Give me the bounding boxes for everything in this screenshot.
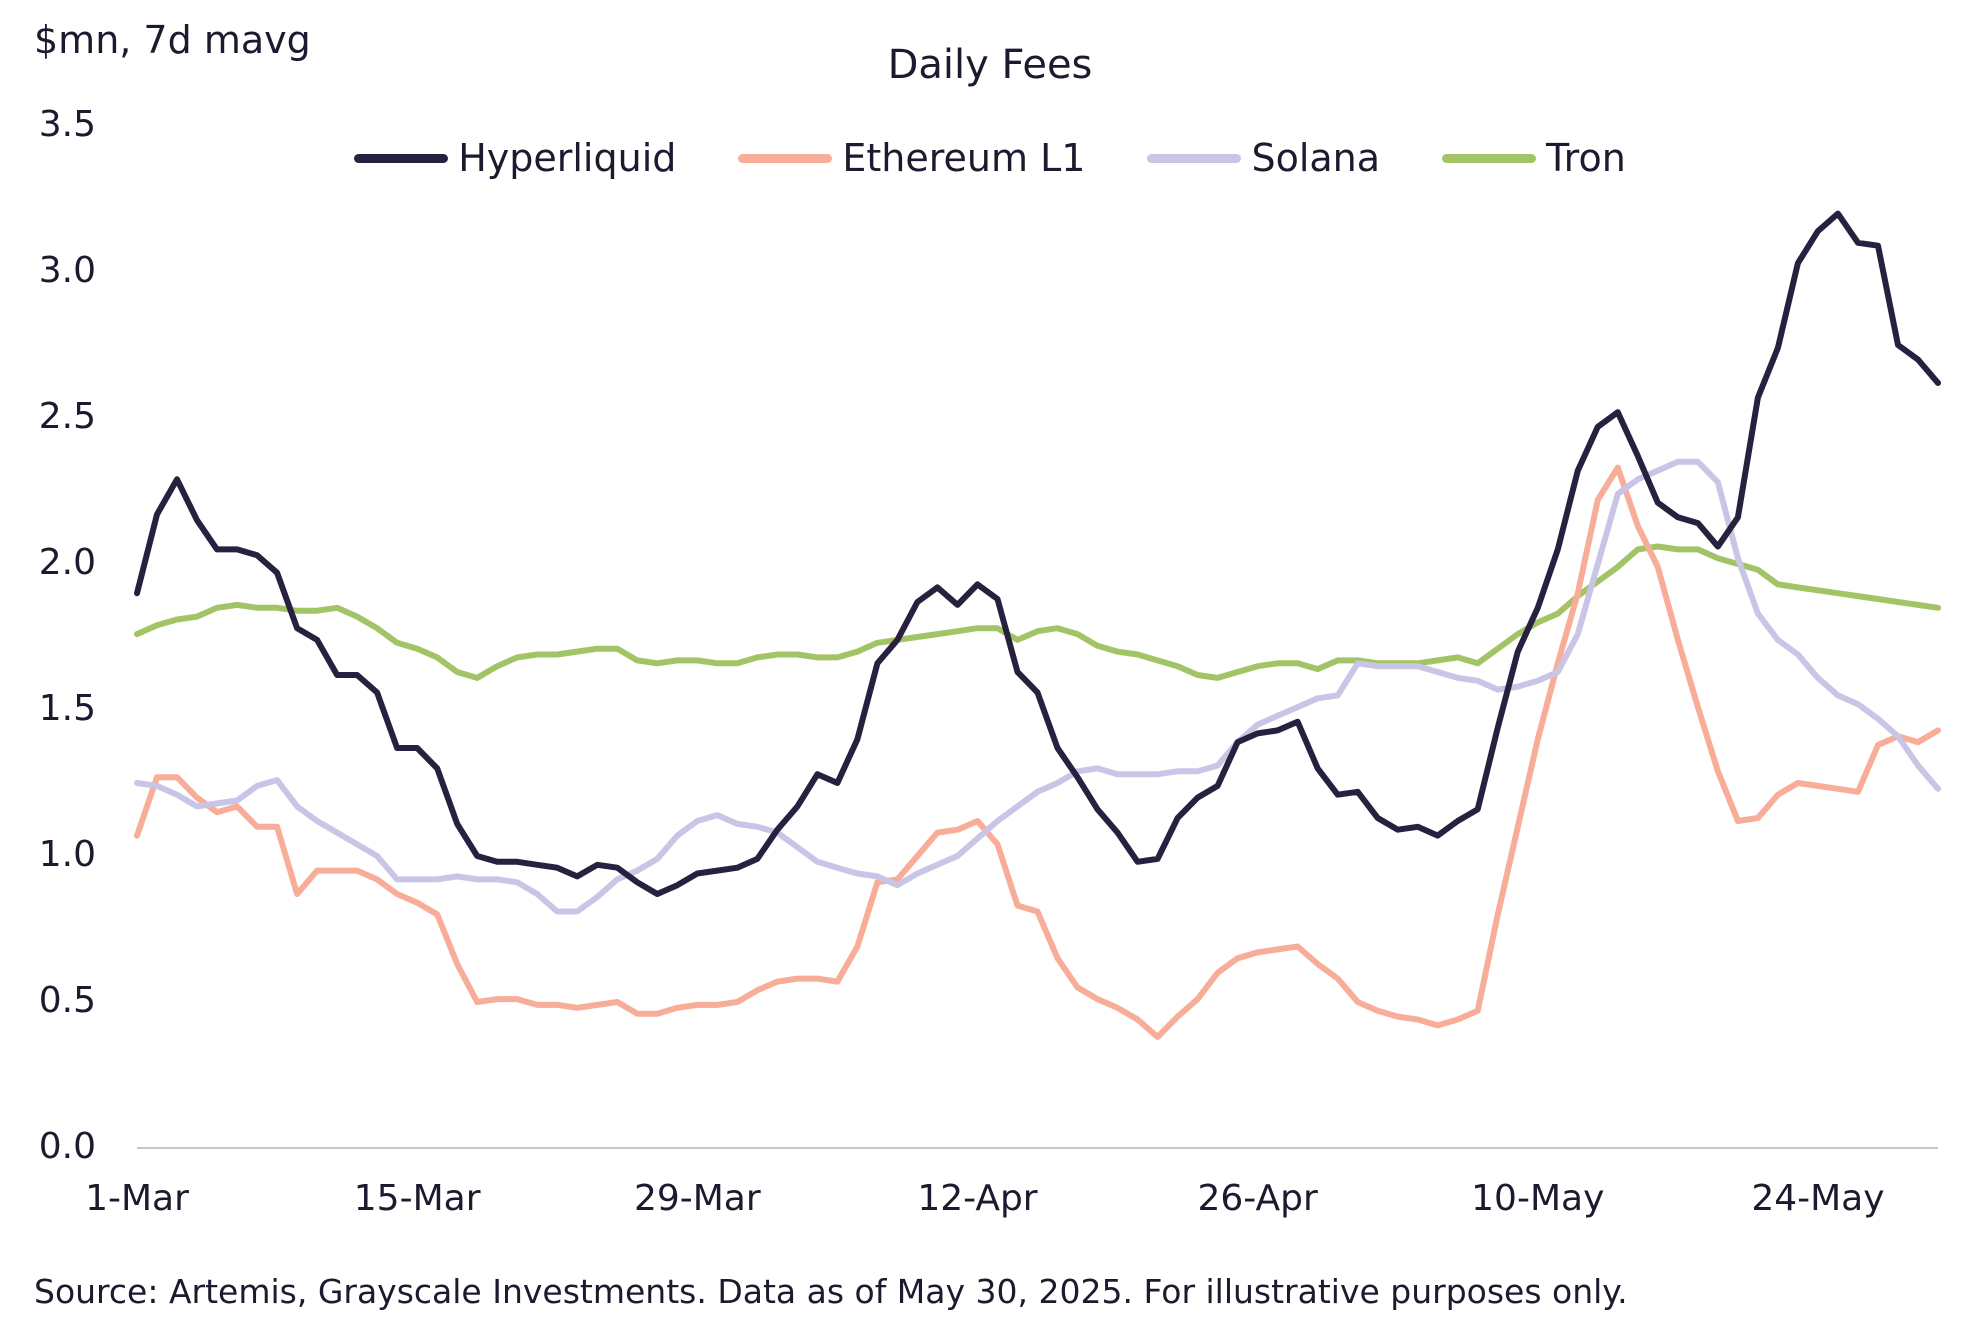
legend-item-tron: Tron — [1442, 136, 1626, 180]
legend-item-solana: Solana — [1147, 136, 1380, 180]
legend: Hyperliquid Ethereum L1 Solana Tron — [0, 136, 1980, 180]
x-tick-label: 15-Mar — [354, 1178, 481, 1219]
x-axis: 1-Mar 15-Mar 29-Mar 12-Apr 26-Apr 10-May 24-Ma… — [85, 1147, 1938, 1219]
legend-swatch-ethereum-l1 — [738, 153, 833, 163]
series-layer — [134, 210, 1941, 1040]
legend-item-hyperliquid: Hyperliquid — [354, 136, 676, 180]
chart-title: Daily Fees — [887, 42, 1093, 88]
legend-label-tron: Tron — [1546, 136, 1626, 180]
y-tick-label: 1.0 — [39, 834, 96, 875]
legend-label-solana: Solana — [1251, 136, 1381, 180]
series-line-ethereum-l1 — [134, 464, 1941, 1040]
y-tick-label: 2.5 — [39, 396, 96, 437]
x-tick-label: 1-Mar — [85, 1178, 189, 1219]
source-note: Source: Artemis, Grayscale Investments. … — [34, 1272, 1628, 1311]
legend-swatch-hyperliquid — [354, 153, 449, 163]
y-tick-label: 2.0 — [39, 542, 96, 583]
y-tick-label: 0.0 — [39, 1126, 96, 1167]
y-tick-label: 3.0 — [39, 250, 96, 291]
y-axis: 0.0 0.5 1.0 1.5 2.0 2.5 3.0 3.5 — [39, 104, 96, 1167]
series-line-solana — [134, 458, 1941, 915]
y-axis-unit-label: $mn, 7d mavg — [34, 18, 311, 62]
legend-swatch-solana — [1147, 153, 1242, 163]
series-line-hyperliquid — [134, 210, 1941, 897]
x-tick-label: 24-May — [1751, 1178, 1884, 1219]
legend-swatch-tron — [1442, 153, 1537, 163]
x-tick-label: 12-Apr — [917, 1178, 1037, 1219]
legend-label-ethereum-l1: Ethereum L1 — [842, 136, 1086, 180]
y-tick-label: 1.5 — [39, 688, 96, 729]
y-tick-label: 3.5 — [39, 104, 96, 145]
x-tick-label: 29-Mar — [634, 1178, 761, 1219]
legend-label-hyperliquid: Hyperliquid — [458, 136, 677, 180]
legend-item-ethereum-l1: Ethereum L1 — [738, 136, 1085, 180]
y-tick-label: 0.5 — [39, 980, 96, 1021]
x-tick-label: 26-Apr — [1197, 1178, 1317, 1219]
x-tick-label: 10-May — [1471, 1178, 1604, 1219]
series-line-tron — [134, 543, 1941, 681]
